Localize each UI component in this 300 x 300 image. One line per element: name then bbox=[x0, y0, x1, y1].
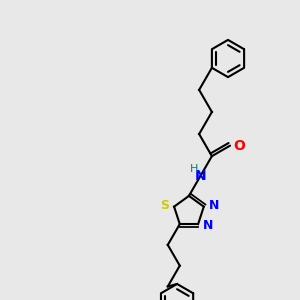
Text: N: N bbox=[208, 199, 219, 212]
Text: N: N bbox=[195, 169, 206, 183]
Text: H: H bbox=[190, 164, 198, 174]
Text: O: O bbox=[234, 139, 246, 153]
Text: S: S bbox=[160, 199, 169, 212]
Text: N: N bbox=[203, 219, 213, 232]
